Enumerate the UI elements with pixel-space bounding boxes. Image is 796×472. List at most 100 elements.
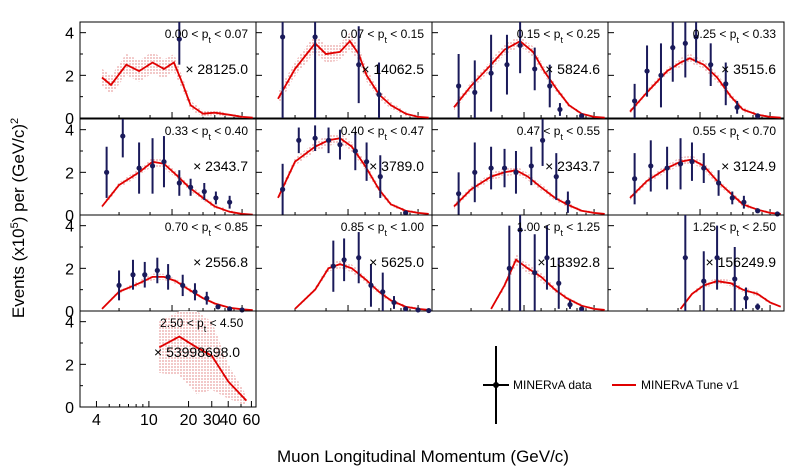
data-point (544, 225, 550, 290)
data-point (456, 172, 462, 215)
mc-band (102, 273, 253, 311)
data-point (579, 306, 585, 312)
data-marker (632, 98, 638, 104)
data-point (356, 26, 362, 104)
y-axis-title-main: Events (x10 (9, 228, 28, 318)
pt-range-label: 0.00 < pt < 0.07 (165, 27, 249, 45)
data-point (732, 247, 738, 311)
panel-1: 0.07 < pt < 0.15 × 14062.5 (255, 21, 433, 119)
data-point (192, 283, 198, 301)
data-marker (734, 104, 740, 110)
data-marker (701, 278, 707, 284)
data-marker (426, 307, 432, 314)
data-point (403, 210, 409, 216)
data-point (693, 22, 699, 63)
y-axis-title-exp2: 2 (9, 118, 21, 124)
data-point (426, 307, 432, 314)
data-point (176, 22, 182, 65)
mc-line (101, 61, 253, 119)
data-marker (644, 68, 650, 74)
data-point (632, 83, 638, 118)
data-point (755, 113, 761, 119)
panel-0: 0 2 4 0.00 < pt < 0.07 × 28125.0 (65, 21, 257, 128)
data-marker (136, 165, 142, 171)
mc-band (680, 277, 781, 310)
data-marker (456, 83, 462, 89)
data-marker (376, 91, 382, 98)
data-marker (517, 42, 523, 49)
y-axis-title: Events (x105) per (GeV/c)2 (9, 118, 28, 318)
data-marker (714, 255, 720, 261)
panel-2: 0.15 < pt < 0.25 × 5824.6 (431, 21, 609, 119)
scale-factor-label: × 5625.0 (369, 254, 424, 270)
x-axis-title: Muon Longitudinal Momentum (GeV/c) (277, 447, 569, 466)
mc-line (101, 276, 253, 311)
data-point (565, 191, 571, 213)
panel-6: 0.47 < pt < 0.55 × 2343.7 (431, 118, 609, 216)
data-marker (774, 211, 780, 217)
data-point (201, 183, 207, 201)
data-point (312, 22, 318, 118)
data-marker (557, 106, 563, 113)
scale-factor-label: × 13392.8 (537, 254, 600, 270)
data-point (213, 191, 219, 205)
pt-range-label: 2.50 < pt < 4.50 (160, 316, 244, 334)
data-marker (149, 163, 156, 169)
data-point (741, 195, 747, 209)
data-marker (330, 263, 336, 269)
mc-band (159, 311, 247, 406)
data-marker (312, 135, 318, 141)
pt-range-label: 0.15 < pt < 0.25 (517, 27, 601, 45)
data-marker (201, 188, 207, 195)
scale-factor-label: × 5824.6 (545, 61, 600, 77)
data-point (472, 60, 478, 118)
data-marker (517, 227, 523, 233)
data-marker (130, 272, 136, 278)
mc-line (158, 335, 248, 402)
data-marker (488, 70, 494, 76)
data-point (701, 251, 707, 311)
panel-5: 0.40 < pt < 0.47 × 3789.0 (255, 118, 433, 216)
data-point (734, 100, 740, 114)
y-tick-label: 2 (65, 357, 74, 374)
y-tick-label: 0 (65, 208, 74, 225)
data-marker (755, 304, 761, 310)
data-marker (356, 255, 362, 261)
data-point (677, 138, 684, 190)
data-point (488, 146, 494, 190)
legend-data-label: MINERvA data (513, 378, 592, 392)
data-point (456, 54, 462, 118)
data-marker (239, 307, 245, 313)
data-marker (312, 34, 318, 40)
data-point (165, 264, 171, 290)
pt-range-label: 1.00 < pt < 1.25 (517, 220, 601, 238)
panel-10: 1.00 < pt < 1.25 × 13392.8 (431, 214, 609, 312)
data-point (472, 142, 478, 203)
data-marker (532, 270, 538, 276)
data-point (743, 287, 749, 309)
data-marker (227, 306, 233, 312)
data-point (517, 215, 523, 311)
data-point (403, 306, 409, 312)
mc-line (294, 263, 429, 311)
data-marker (682, 40, 688, 46)
data-marker (732, 276, 738, 282)
data-marker (504, 62, 510, 68)
x-tick-label: 30 (203, 412, 221, 429)
panel-frame (79, 310, 257, 408)
data-point (415, 307, 421, 313)
data-point (352, 131, 358, 171)
y-tick-label: 2 (65, 165, 74, 182)
data-point (504, 34, 510, 95)
data-marker (391, 299, 397, 306)
pt-range-label: 0.33 < pt < 0.40 (165, 124, 249, 142)
panel-7: 0.55 < pt < 0.70 × 3124.9 (607, 118, 785, 217)
data-point (644, 45, 650, 97)
x-tick-label: 10 (140, 412, 158, 429)
data-point (116, 270, 122, 301)
panels-group: 0 2 4 0.00 < pt < 0.07 × 28125.0 0.07 < pt < … (65, 21, 785, 429)
mc-line (277, 137, 429, 215)
scale-factor-label: × 2556.8 (193, 254, 248, 270)
data-point (701, 153, 707, 183)
